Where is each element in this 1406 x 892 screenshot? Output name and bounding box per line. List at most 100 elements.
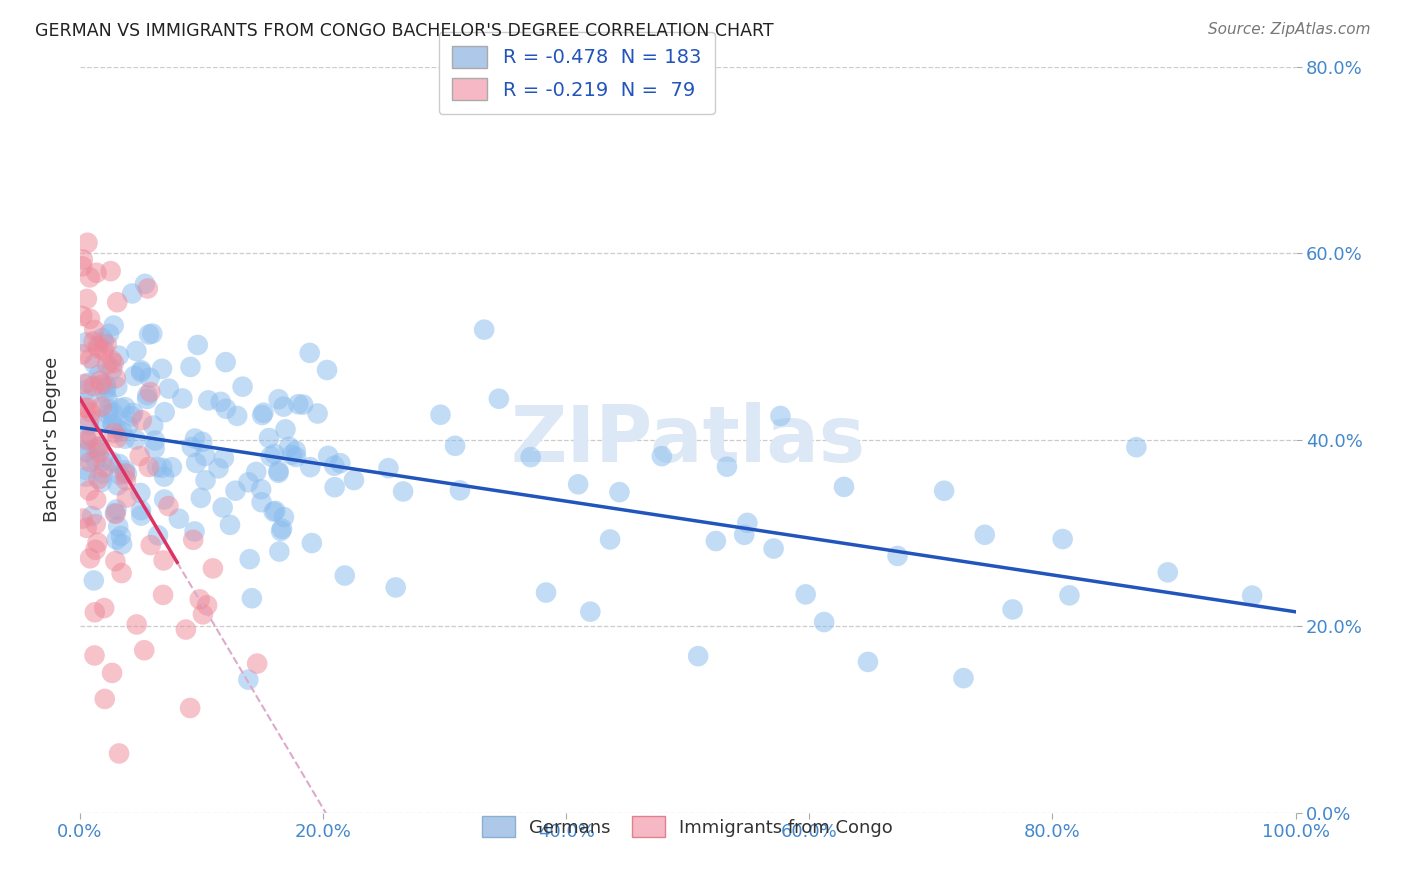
Point	[152, 553, 174, 567]
Point	[79, 270, 101, 285]
Point	[90, 475, 112, 489]
Point	[105, 295, 128, 310]
Point	[105, 422, 128, 436]
Point	[567, 477, 589, 491]
Point	[76, 235, 98, 250]
Point	[114, 432, 136, 446]
Point	[107, 478, 129, 492]
Point	[76, 292, 98, 306]
Point	[93, 343, 115, 358]
Point	[110, 566, 132, 580]
Point	[307, 407, 329, 421]
Point	[72, 252, 94, 267]
Point	[191, 607, 214, 622]
Point	[195, 599, 218, 613]
Point	[201, 561, 224, 575]
Point	[167, 511, 190, 525]
Point	[76, 401, 98, 415]
Point	[125, 617, 148, 632]
Point	[94, 377, 117, 392]
Point	[488, 392, 510, 406]
Point	[129, 508, 152, 523]
Point	[209, 395, 232, 409]
Point	[377, 461, 399, 475]
Point	[96, 358, 118, 372]
Point	[115, 491, 138, 505]
Point	[73, 376, 96, 391]
Point	[139, 385, 162, 400]
Point	[110, 529, 132, 543]
Point	[100, 353, 122, 368]
Point	[143, 434, 166, 448]
Point	[79, 551, 101, 566]
Text: Source: ZipAtlas.com: Source: ZipAtlas.com	[1208, 22, 1371, 37]
Point	[973, 528, 995, 542]
Point	[150, 460, 173, 475]
Point	[91, 331, 114, 345]
Point	[212, 451, 235, 466]
Point	[1157, 566, 1180, 580]
Legend: Germans, Immigrants from Congo: Germans, Immigrants from Congo	[475, 809, 900, 845]
Point	[136, 281, 159, 295]
Point	[105, 502, 128, 516]
Point	[134, 643, 156, 657]
Point	[115, 473, 138, 487]
Point	[97, 407, 120, 421]
Point	[129, 486, 152, 500]
Point	[100, 264, 122, 278]
Point	[87, 440, 110, 454]
Point	[104, 554, 127, 568]
Point	[259, 450, 281, 464]
Point	[271, 522, 294, 536]
Point	[737, 516, 759, 530]
Point	[301, 536, 323, 550]
Point	[856, 655, 879, 669]
Point	[128, 449, 150, 463]
Point	[83, 379, 105, 393]
Point	[136, 388, 159, 402]
Point	[429, 408, 451, 422]
Point	[299, 460, 322, 475]
Point	[952, 671, 974, 685]
Point	[273, 510, 295, 524]
Point	[93, 601, 115, 615]
Point	[157, 382, 180, 396]
Point	[688, 649, 710, 664]
Point	[115, 467, 138, 481]
Point	[519, 450, 541, 464]
Point	[274, 422, 297, 436]
Point	[215, 401, 238, 416]
Point	[187, 338, 209, 352]
Point	[280, 448, 302, 462]
Point	[226, 409, 249, 423]
Point	[179, 359, 201, 374]
Point	[91, 467, 114, 481]
Point	[172, 392, 194, 406]
Point	[269, 544, 291, 558]
Point	[75, 444, 97, 458]
Point	[93, 334, 115, 349]
Point	[141, 326, 163, 341]
Point	[90, 377, 112, 392]
Point	[146, 460, 169, 475]
Point	[733, 528, 755, 542]
Point	[238, 673, 260, 687]
Point	[80, 430, 103, 444]
Point	[121, 286, 143, 301]
Point	[97, 402, 120, 417]
Point	[79, 311, 101, 326]
Point	[138, 327, 160, 342]
Point	[153, 469, 176, 483]
Point	[76, 521, 98, 535]
Point	[287, 397, 309, 411]
Point	[97, 392, 120, 406]
Point	[79, 405, 101, 419]
Point	[207, 461, 229, 475]
Point	[181, 533, 204, 547]
Point	[94, 385, 117, 400]
Point	[1001, 602, 1024, 616]
Point	[267, 464, 290, 478]
Point	[444, 439, 467, 453]
Point	[114, 400, 136, 414]
Point	[91, 454, 114, 468]
